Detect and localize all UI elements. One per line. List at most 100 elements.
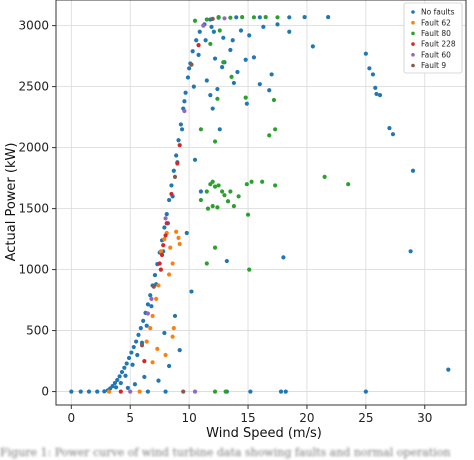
series-no-faults	[69, 14, 451, 394]
data-point	[223, 389, 228, 394]
y-tick-label: 3000	[18, 19, 49, 33]
data-point	[222, 193, 227, 198]
data-point	[216, 14, 221, 20]
data-point	[210, 16, 215, 22]
data-point	[154, 296, 159, 301]
data-point	[135, 352, 140, 358]
legend-label: Fault 62	[421, 18, 451, 27]
data-point	[182, 108, 187, 114]
data-point	[225, 199, 231, 204]
data-point	[106, 389, 112, 394]
data-point	[189, 289, 194, 294]
data-point	[150, 313, 155, 319]
data-point	[322, 174, 327, 179]
data-point	[134, 339, 139, 344]
x-tick-label: 20	[299, 411, 314, 425]
data-point	[172, 313, 178, 319]
data-point	[159, 252, 165, 258]
data-point	[247, 33, 252, 38]
data-point	[287, 15, 292, 20]
data-point	[197, 29, 202, 34]
legend-marker	[411, 53, 415, 57]
scatter-chart: 0 5 10 15 20 25 30 0 500 1000 1500 2000 2500 3000 Win…	[4, 0, 467, 441]
data-point	[192, 18, 198, 23]
data-point	[221, 60, 226, 65]
y-axis-label: Actual Power (kW)	[4, 143, 19, 262]
data-point	[273, 183, 278, 188]
data-point	[170, 261, 175, 266]
data-point	[204, 261, 209, 266]
data-point	[163, 352, 168, 358]
data-point	[167, 197, 172, 203]
data-point	[192, 157, 198, 162]
data-point	[228, 189, 233, 194]
data-point	[373, 85, 378, 90]
data-point	[408, 249, 413, 254]
data-point	[145, 311, 150, 316]
data-point	[129, 350, 134, 355]
data-point	[210, 204, 215, 209]
data-point	[244, 101, 249, 106]
y-tick-label: 1500	[18, 202, 49, 216]
data-point	[118, 380, 123, 386]
data-point	[172, 174, 178, 179]
data-point	[363, 389, 368, 394]
x-tick-label: 15	[240, 411, 255, 425]
data-point	[69, 389, 74, 394]
data-point	[141, 318, 146, 323]
x-tick-label: 0	[67, 411, 75, 425]
data-point	[128, 389, 133, 394]
x-tick-label: 5	[126, 411, 134, 425]
y-tick-label: 1000	[18, 263, 49, 277]
data-point	[238, 28, 244, 33]
data-point	[196, 52, 201, 57]
data-point	[136, 332, 141, 337]
data-point	[267, 133, 272, 138]
data-point	[235, 69, 240, 75]
legend-label: Fault 80	[421, 29, 451, 38]
data-point	[215, 86, 220, 92]
data-point	[113, 385, 119, 390]
data-point	[346, 182, 351, 187]
data-point	[145, 389, 150, 394]
series-fault-80	[192, 14, 351, 394]
y-tick-label: 2500	[18, 80, 49, 94]
data-point	[162, 330, 167, 336]
data-point	[192, 389, 198, 394]
data-point	[228, 15, 233, 20]
data-point	[137, 389, 142, 394]
data-point	[205, 206, 211, 211]
data-point	[177, 241, 182, 247]
data-point	[217, 127, 222, 132]
data-point	[152, 272, 158, 278]
data-point	[162, 236, 167, 242]
data-point	[169, 191, 174, 197]
data-point	[271, 97, 277, 103]
data-point	[115, 377, 120, 383]
y-tick-label: 500	[26, 324, 49, 338]
data-point	[212, 184, 218, 189]
data-point	[281, 255, 286, 260]
data-point	[273, 127, 278, 132]
data-point	[210, 106, 215, 111]
data-point	[212, 245, 218, 250]
data-point	[78, 389, 83, 394]
legend-marker	[411, 63, 415, 68]
data-point	[374, 91, 379, 97]
data-point	[244, 182, 249, 187]
data-point	[149, 304, 154, 309]
data-point	[377, 93, 383, 98]
legend-label: Fault 9	[421, 61, 446, 70]
data-point	[221, 35, 226, 40]
data-point	[155, 346, 160, 351]
data-point	[261, 24, 266, 29]
data-point	[215, 96, 220, 101]
data-point	[177, 348, 182, 353]
data-point	[201, 23, 206, 28]
data-point	[183, 90, 188, 95]
data-point	[168, 245, 173, 250]
data-point	[247, 267, 252, 272]
legend-marker	[411, 31, 415, 36]
data-point	[118, 389, 123, 394]
data-point	[198, 127, 204, 132]
